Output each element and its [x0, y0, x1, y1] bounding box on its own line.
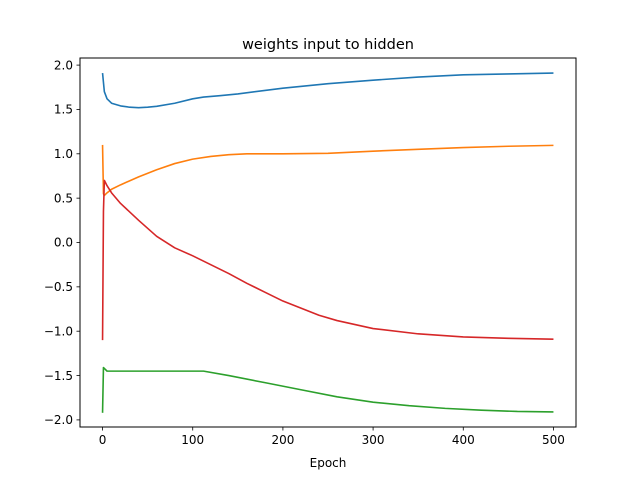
x-tick-label: 300	[362, 433, 385, 447]
series-line-4	[101, 179, 554, 341]
x-tick-label: 100	[181, 433, 204, 447]
x-tick-label: 400	[452, 433, 475, 447]
y-tick-label: −2.0	[44, 413, 73, 427]
y-tick-label: 1.5	[54, 103, 73, 117]
series-line-2	[101, 144, 554, 197]
series-layer	[101, 72, 554, 413]
y-tick-label: 0.0	[54, 236, 73, 250]
x-tick-label: 500	[542, 433, 565, 447]
chart-title: weights input to hidden	[242, 37, 414, 53]
y-tick-label: −0.5	[44, 280, 73, 294]
y-tick-label: −1.0	[44, 324, 73, 338]
y-tick-label: 0.5	[54, 191, 73, 205]
y-tick-label: 1.0	[54, 147, 73, 161]
y-tick-label: −1.5	[44, 369, 73, 383]
x-axis-label: Epoch	[310, 456, 347, 470]
x-axis: 0 100 200 300 400 500	[99, 427, 565, 447]
y-axis: 2.0 1.5 1.0 0.5 0.0 −0.5 −1.0 −1.5 −2.0	[44, 58, 80, 427]
y-tick-label: 2.0	[54, 58, 73, 72]
x-tick-label: 200	[271, 433, 294, 447]
series-line-3	[101, 366, 554, 413]
series-line-1	[101, 72, 554, 109]
x-tick-label: 0	[99, 433, 107, 447]
